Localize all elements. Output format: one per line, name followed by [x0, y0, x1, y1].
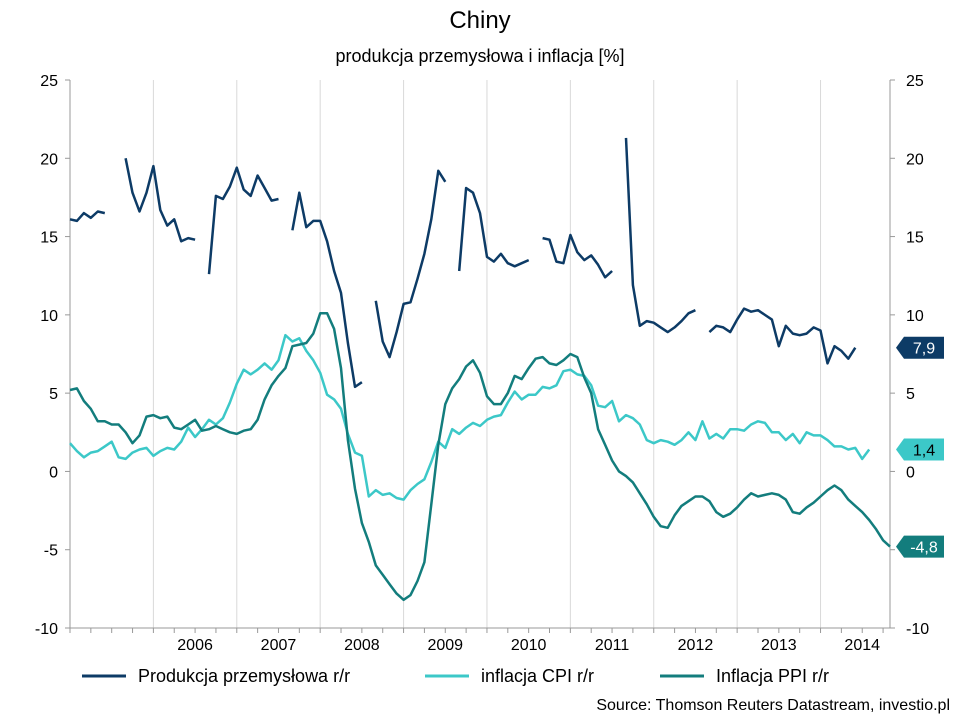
end-label-value: 7,9 [913, 341, 935, 358]
x-tick-label: 2010 [511, 637, 547, 654]
y-tick-label-right: 15 [906, 230, 924, 247]
y-tick-label-left: 15 [40, 230, 58, 247]
x-tick-label: 2007 [261, 637, 297, 654]
x-tick-label: 2012 [678, 637, 714, 654]
end-label-value: 1,4 [913, 443, 935, 460]
end-label-badge [896, 438, 944, 461]
end-value-labels: 7,9 1,4 -4,8 [896, 336, 944, 558]
x-tick-label: 2006 [177, 637, 213, 654]
y-tick-label-right: 10 [906, 308, 924, 325]
x-tick-label: 2014 [844, 637, 880, 654]
y-tick-label-right: 5 [906, 386, 915, 403]
legend-label: Inflacja PPI r/r [716, 666, 829, 686]
chart-subtitle: produkcja przemysłowa i inflacja [%] [335, 46, 624, 66]
x-tick-label: 2009 [427, 637, 463, 654]
y-tick-label-right: 0 [906, 464, 915, 481]
y-tick-label-left: 5 [49, 386, 58, 403]
y-tick-label-right: 25 [906, 73, 924, 90]
series-lines [69, 137, 891, 602]
source-note: Source: Thomson Reuters Datastream, inve… [596, 697, 950, 714]
x-tick-label: 2011 [595, 637, 630, 654]
y-tick-label-right: 20 [906, 151, 924, 168]
series-line-3 [69, 312, 891, 602]
legend: Produkcja przemysłowa r/r inflacja CPI r/… [82, 666, 829, 686]
y-tick-label-left: 0 [49, 464, 58, 481]
legend-label: inflacja CPI r/r [481, 666, 594, 686]
y-tick-label-left: 20 [40, 151, 58, 168]
x-tick-label: 2013 [761, 637, 797, 654]
grid [152, 80, 822, 628]
y-tick-label-right: -10 [906, 621, 929, 638]
y-tick-label-left: 10 [40, 308, 58, 325]
chart-title: Chiny [449, 7, 510, 34]
x-tick-label: 2008 [344, 637, 380, 654]
y-tick-label-left: -5 [44, 543, 58, 560]
series-line-1 [69, 137, 857, 389]
end-label-value: -4,8 [910, 540, 938, 557]
end-label-badge [896, 535, 944, 558]
y-tick-label-left: -10 [35, 621, 58, 638]
legend-label: Produkcja przemysłowa r/r [138, 666, 350, 686]
y-tick-label-left: 25 [40, 73, 58, 90]
series-line-2 [69, 333, 871, 501]
end-label-badge [896, 336, 944, 359]
